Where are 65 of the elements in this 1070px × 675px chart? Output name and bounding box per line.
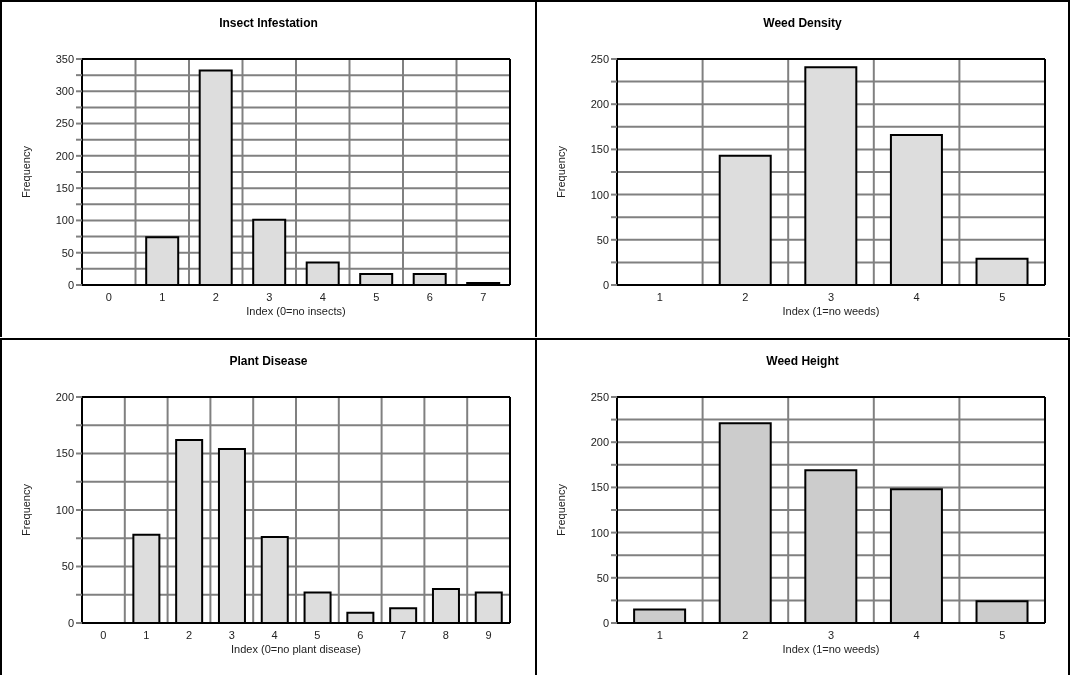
y-tick-label: 200 [55,390,74,403]
chart-title: Plant Disease [228,352,309,370]
y-tick-label: 100 [590,526,609,539]
y-tick-label: 50 [596,571,609,584]
x-axis-title: Index (1=no weeds) [782,642,880,655]
y-tick-label: 250 [590,390,609,403]
x-tick-label: 2 [212,290,219,303]
x-axis-title: Index (1=no weeds) [782,305,880,317]
chart-title: Insect Infestation [218,15,319,32]
y-axis-title: Frequency [554,483,567,536]
y-tick-label: 50 [61,559,74,572]
y-tick-label: 200 [590,435,609,448]
x-tick-label: 1 [656,628,663,641]
y-tick-label: 0 [67,616,74,629]
y-tick-label: 150 [590,143,609,156]
y-axis-title: Frequency [19,145,32,198]
x-tick-label: 3 [228,628,235,641]
y-axis-title: Frequency [554,145,567,198]
y-tick-label: 300 [55,85,74,98]
x-tick-label: 3 [827,290,835,303]
y-tick-label: 250 [590,52,609,65]
x-tick-label: 2 [185,628,193,641]
x-tick-label: 1 [159,290,166,303]
x-tick-label: 4 [319,290,326,303]
x-tick-label: 5 [999,290,1006,303]
x-tick-label: 1 [143,628,150,641]
chart-title: Weed Density [762,15,843,32]
x-axis-title: Index (0=no plant disease) [231,642,361,655]
x-tick-label: 1 [656,290,663,303]
x-tick-label: 7 [480,290,487,303]
x-tick-label: 0 [105,290,112,303]
x-tick-label: 3 [266,290,273,303]
x-tick-label: 8 [442,628,449,641]
x-tick-label: 2 [742,290,749,303]
x-tick-label: 3 [827,628,835,641]
y-tick-label: 250 [55,117,74,130]
x-tick-label: 2 [742,628,749,641]
x-tick-label: 7 [399,628,407,641]
y-tick-label: 100 [55,214,74,227]
x-tick-label: 6 [357,628,364,641]
y-tick-label: 350 [55,52,74,65]
chart-title: Weed Height [765,352,840,370]
x-tick-label: 9 [485,628,492,641]
x-tick-label: 5 [999,628,1006,641]
y-tick-label: 200 [590,98,609,111]
x-tick-label: 4 [913,290,920,303]
x-tick-label: 6 [426,290,433,303]
x-tick-label: 0 [100,628,107,641]
y-tick-label: 150 [590,480,609,493]
y-tick-label: 200 [55,149,74,162]
x-tick-label: 5 [314,628,321,641]
y-tick-label: 50 [61,246,74,259]
y-tick-label: 100 [55,503,74,516]
y-tick-label: 50 [596,233,609,246]
y-tick-label: 0 [602,616,609,629]
y-tick-label: 0 [67,278,74,291]
x-tick-label: 4 [271,628,278,641]
y-tick-label: 150 [55,182,74,195]
x-tick-label: 4 [913,628,920,641]
y-tick-label: 100 [590,188,609,201]
x-axis-title: Index (0=no insects) [246,305,346,317]
y-tick-label: 150 [55,446,74,459]
y-tick-label: 0 [602,278,609,291]
x-tick-label: 5 [373,290,380,303]
y-axis-title: Frequency [19,483,32,536]
